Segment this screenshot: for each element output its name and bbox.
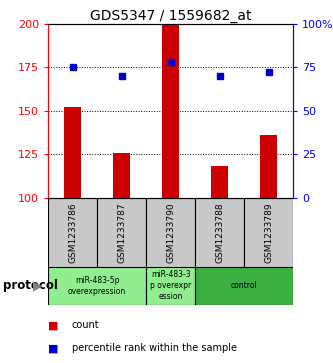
Text: miR-483-3
p overexpr
ession: miR-483-3 p overexpr ession: [150, 270, 191, 301]
Text: GSM1233789: GSM1233789: [264, 202, 273, 263]
Text: protocol: protocol: [3, 280, 58, 292]
Bar: [146, 198, 195, 267]
Bar: [48, 267, 146, 305]
Bar: [211, 167, 228, 198]
Bar: [64, 107, 81, 198]
Bar: [260, 135, 277, 198]
Text: count: count: [72, 320, 99, 330]
Text: GSM1233790: GSM1233790: [166, 202, 175, 263]
Title: GDS5347 / 1559682_at: GDS5347 / 1559682_at: [90, 9, 251, 23]
Text: GSM1233786: GSM1233786: [68, 202, 77, 263]
Bar: [195, 198, 244, 267]
Text: percentile rank within the sample: percentile rank within the sample: [72, 343, 236, 354]
Bar: [162, 24, 179, 198]
Text: ▶: ▶: [33, 280, 43, 292]
Bar: [48, 198, 97, 267]
Text: GSM1233788: GSM1233788: [215, 202, 224, 263]
Bar: [113, 152, 130, 198]
Bar: [97, 198, 146, 267]
Bar: [244, 198, 293, 267]
Text: control: control: [231, 281, 257, 290]
Text: miR-483-5p
overexpression: miR-483-5p overexpression: [68, 276, 126, 296]
Text: ■: ■: [48, 320, 59, 330]
Bar: [146, 267, 195, 305]
Bar: [195, 267, 293, 305]
Text: GSM1233787: GSM1233787: [117, 202, 126, 263]
Text: ■: ■: [48, 343, 59, 354]
